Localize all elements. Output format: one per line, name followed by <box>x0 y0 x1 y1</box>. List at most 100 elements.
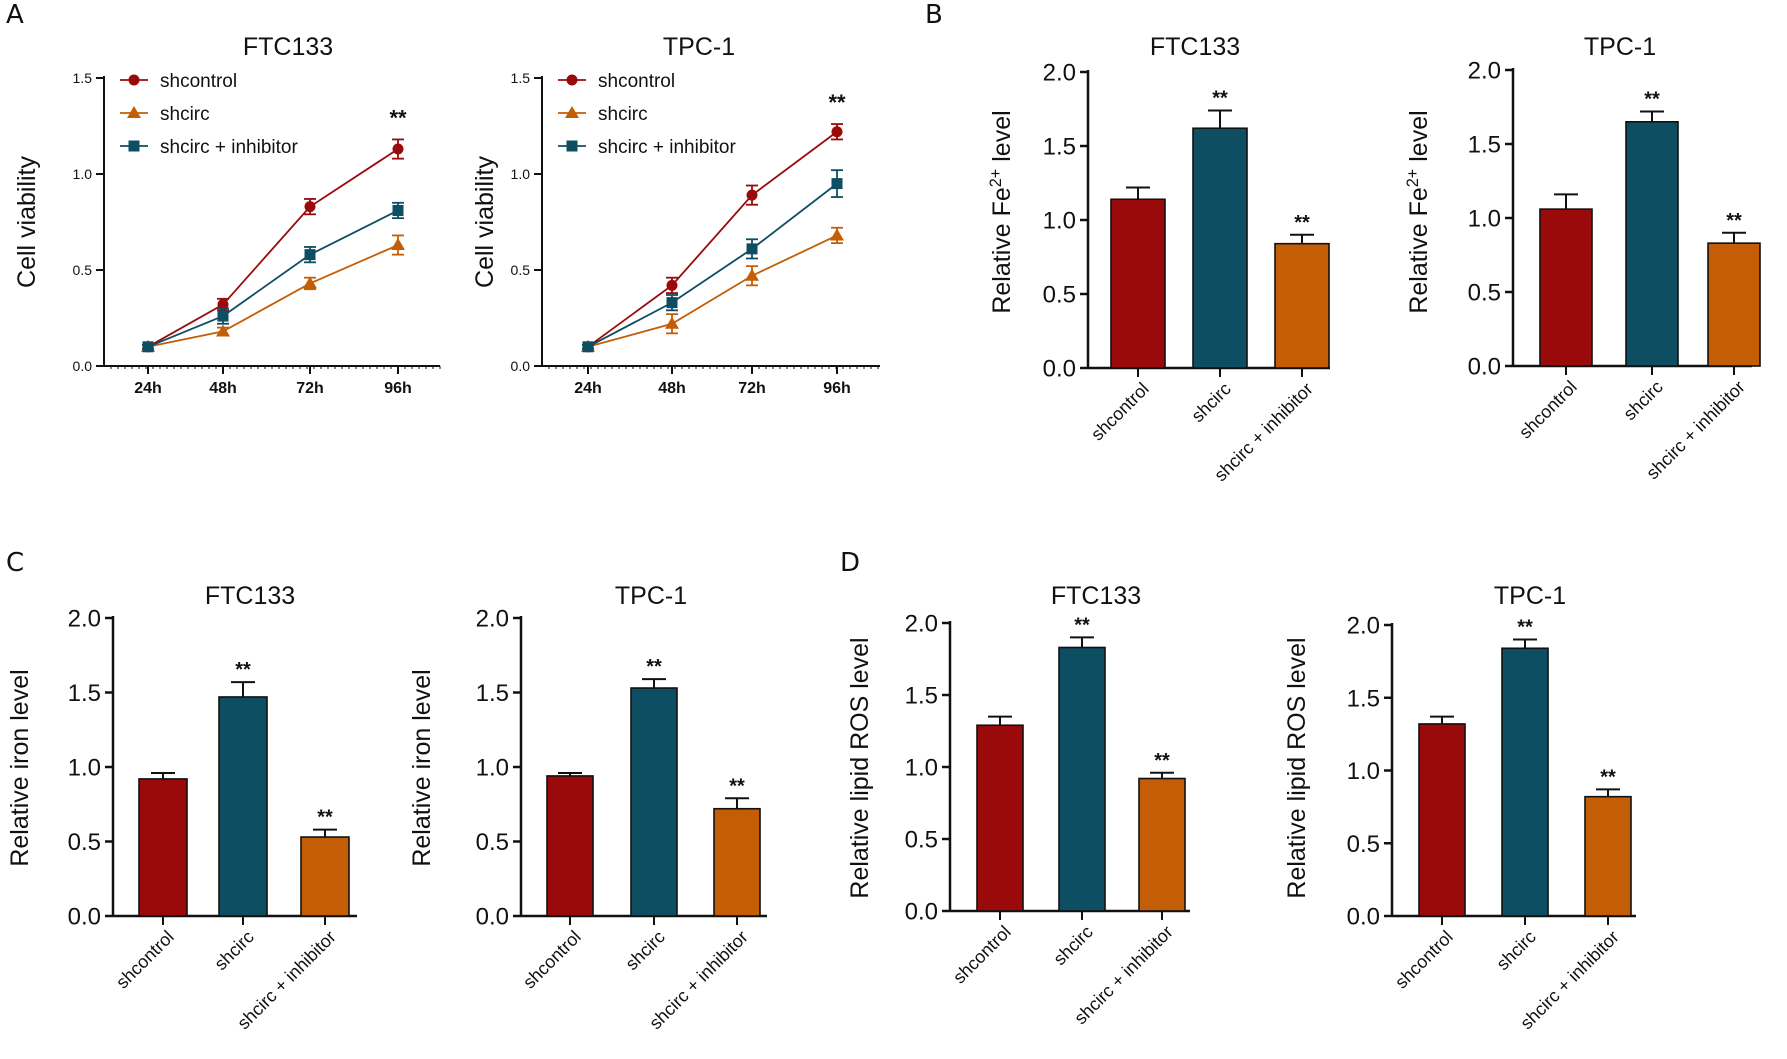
x-tick-label: 72h <box>738 380 766 397</box>
chart-title: TPC-1 <box>663 33 735 61</box>
data-point <box>746 189 758 201</box>
legend-marker <box>128 140 140 152</box>
chart-title: FTC133 <box>1051 582 1141 610</box>
series-line <box>587 131 838 348</box>
y-tick-label: 1.5 <box>1347 685 1380 712</box>
data-point <box>746 243 758 255</box>
legend-marker <box>127 106 141 118</box>
bar <box>1138 777 1186 912</box>
legend-label: shcontrol <box>160 71 237 92</box>
y-tick-label: 0.5 <box>905 827 938 854</box>
significance-label: ** <box>828 90 846 115</box>
panel-label-c: C <box>6 548 25 578</box>
panel-label-b: B <box>925 0 943 30</box>
bar <box>976 724 1024 912</box>
data-point <box>392 143 404 155</box>
significance-label: ** <box>1726 210 1742 232</box>
y-tick-label: 0.5 <box>1347 831 1380 858</box>
significance-label: ** <box>1517 617 1533 639</box>
y-axis-label: Relative Fe2+ level <box>1404 110 1433 313</box>
bar <box>218 696 268 917</box>
legend: shcontrol shcirc shcirc + inhibitor <box>558 71 736 158</box>
bar <box>1539 208 1593 367</box>
legend-label: shcontrol <box>598 71 675 92</box>
y-tick-label: 2.0 <box>476 606 509 633</box>
data-point <box>304 249 316 261</box>
y-tick-label: 2.0 <box>905 611 938 638</box>
chart-title: FTC133 <box>205 582 295 610</box>
y-axis-label: Cell viability <box>13 156 41 288</box>
x-tick-label: shcontrol <box>519 927 585 993</box>
chart-title: TPC-1 <box>1494 582 1566 610</box>
bar <box>1707 242 1761 367</box>
x-tick-label: 96h <box>823 380 851 397</box>
bar-chart-B-FTC133: FTC133 0.0 0.5 1.0 1.5 2.0 Relative Fe2+ level… <box>987 33 1330 485</box>
legend-label: shcirc <box>160 104 210 125</box>
significance-label: ** <box>1154 750 1170 772</box>
significance-label: ** <box>1212 87 1228 109</box>
y-tick-label: 1.5 <box>1468 132 1501 159</box>
legend-label: shcirc <box>598 104 648 125</box>
bar <box>300 836 350 917</box>
panel-label-a: A <box>6 0 24 30</box>
bar-chart-B-TPC1: TPC-1 0.0 0.5 1.0 1.5 2.0 Relative Fe2+ level s… <box>1404 33 1761 483</box>
data-point <box>831 126 843 138</box>
y-tick-label: 0.5 <box>1043 282 1076 309</box>
x-tick-label: 48h <box>658 380 686 397</box>
y-tick-label: 0.0 <box>1347 904 1380 931</box>
data-point <box>582 341 594 353</box>
data-point <box>665 316 679 329</box>
panel-label-d: D <box>840 548 861 578</box>
data-point <box>216 324 230 337</box>
series-line <box>587 234 838 348</box>
y-tick-label: 1.0 <box>1043 208 1076 235</box>
x-tick-label: shcirc <box>1619 377 1666 424</box>
x-tick-label: shcontrol <box>1087 379 1153 445</box>
data-point <box>666 279 678 291</box>
x-tick-label: shcirc <box>210 927 257 974</box>
legend-label: shcirc + inhibitor <box>160 137 298 158</box>
y-axis-label: Cell viability <box>471 156 499 288</box>
x-tick-label: 72h <box>296 380 324 397</box>
legend-marker <box>128 74 140 86</box>
significance-label: ** <box>729 775 745 797</box>
x-tick-label: 24h <box>574 380 602 397</box>
bar-chart-C-FTC133: FTC133 0.0 0.5 1.0 1.5 2.0 Relative iron level… <box>6 582 357 1033</box>
y-axis-label: Relative Fe2+ level <box>987 110 1016 313</box>
bar <box>1274 242 1330 369</box>
x-tick-label: shcontrol <box>112 927 178 993</box>
y-tick-label: 0.0 <box>73 358 93 374</box>
significance-label: ** <box>1644 88 1660 110</box>
bar <box>1584 795 1632 917</box>
y-tick-label: 1.0 <box>905 755 938 782</box>
legend-marker <box>566 74 578 86</box>
x-tick-label: 48h <box>209 380 237 397</box>
y-tick-label: 0.5 <box>73 262 93 278</box>
bar-chart-D-FTC133: FTC133 0.0 0.5 1.0 1.5 2.0 Relative lipid ROS … <box>846 582 1190 1028</box>
x-tick-label: 24h <box>134 380 162 397</box>
y-tick-label: 1.0 <box>68 755 101 782</box>
significance-label: ** <box>389 105 407 130</box>
data-point <box>830 228 844 241</box>
y-tick-label: 0.5 <box>476 829 509 856</box>
data-point <box>142 341 154 353</box>
y-axis-label: Relative iron level <box>6 669 34 866</box>
data-point <box>392 204 404 216</box>
significance-label: ** <box>1074 614 1090 636</box>
chart-title: TPC-1 <box>615 582 687 610</box>
bar-chart-C-TPC1: TPC-1 0.0 0.5 1.0 1.5 2.0 Relative iron level s… <box>408 582 767 1033</box>
y-tick-label: 1.5 <box>68 680 101 707</box>
bar <box>1058 646 1106 912</box>
y-axis-label: Relative iron level <box>408 669 436 866</box>
series-line <box>147 244 399 348</box>
data-point <box>304 201 316 213</box>
significance-label: ** <box>317 807 333 829</box>
significance-label: ** <box>646 656 662 678</box>
y-tick-label: 1.0 <box>511 166 531 182</box>
bar <box>1625 121 1679 367</box>
y-tick-label: 0.0 <box>1468 354 1501 381</box>
series-line <box>147 209 399 348</box>
bar <box>1192 127 1248 369</box>
legend-label: shcirc + inhibitor <box>598 137 736 158</box>
